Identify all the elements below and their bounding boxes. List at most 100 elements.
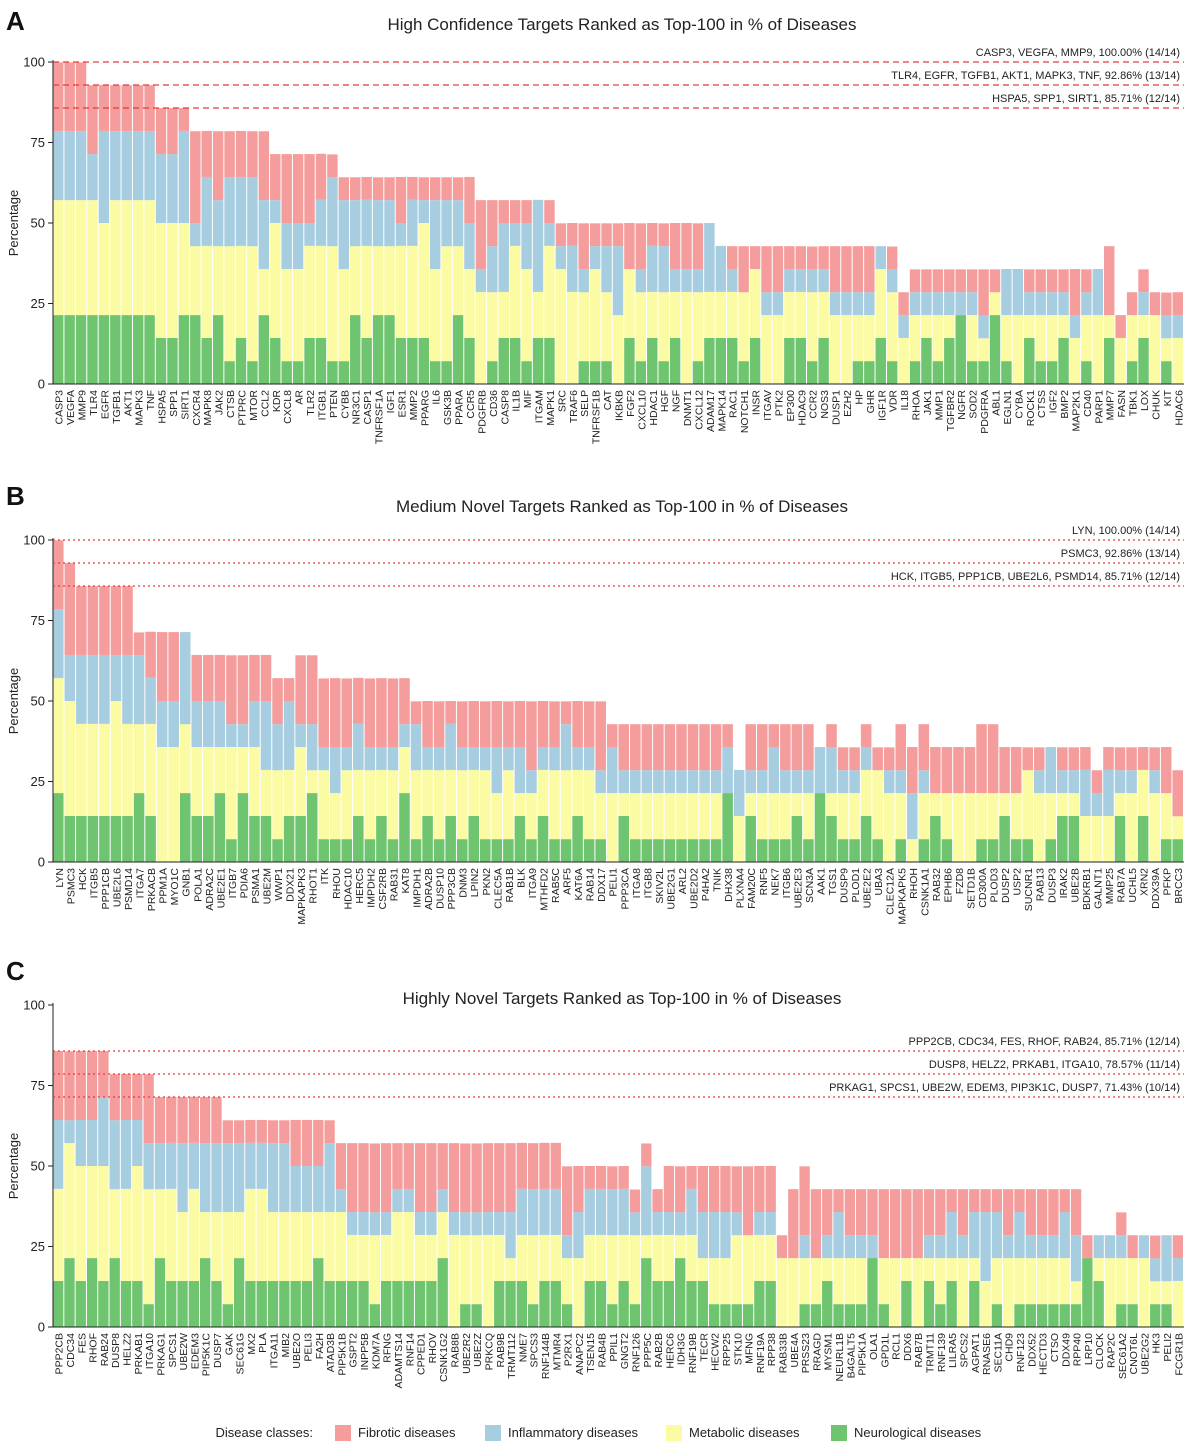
bar-segment: [290, 1119, 301, 1166]
bar-segment: [247, 131, 258, 178]
bar-segment: [1161, 292, 1172, 316]
bar-segment: [498, 291, 509, 338]
x-tick-label: BLK: [515, 868, 527, 888]
bar-segment: [935, 1235, 946, 1259]
bar-segment: [765, 1212, 776, 1235]
legend-label: Fibrotic diseases: [358, 1425, 456, 1440]
bar-segment: [292, 223, 304, 270]
bar-segment: [156, 747, 168, 862]
bar-segment: [53, 678, 64, 794]
bar-segment: [341, 839, 353, 862]
x-tick-label: UCHL5: [1127, 868, 1139, 903]
bar-segment: [935, 1304, 946, 1327]
bar-segment: [235, 176, 247, 246]
bar-segment: [641, 724, 653, 771]
bar-segment: [433, 701, 445, 748]
bar-segment: [573, 1258, 584, 1327]
bar-segment: [245, 1142, 256, 1189]
bar-segment: [87, 85, 98, 155]
x-tick-label: IRAK2: [1058, 868, 1070, 899]
bar-segment: [780, 724, 791, 771]
bar-segment: [788, 1258, 799, 1327]
bar-segment: [788, 1189, 799, 1259]
bar-segment: [281, 223, 292, 270]
bar-segment: [829, 315, 841, 384]
bar-segment: [738, 246, 749, 293]
bar-segment: [1014, 1189, 1025, 1213]
bar-segment: [369, 1235, 380, 1305]
bar-segment: [704, 291, 715, 338]
bar-segment: [749, 269, 761, 338]
bar-segment: [132, 315, 144, 384]
y-axis-label: Percentage: [6, 1133, 21, 1200]
bar-segment: [86, 1119, 98, 1166]
bar-segment: [315, 199, 327, 246]
x-tick-label: CASP8: [499, 390, 511, 425]
bar-segment: [704, 337, 715, 384]
x-tick-label: CLEC12A: [885, 868, 897, 915]
bar-segment: [1138, 337, 1149, 384]
x-tick-label: FZD8: [954, 868, 966, 894]
bar-segment: [132, 1280, 143, 1327]
x-tick-label: RAB9B: [495, 1333, 507, 1367]
bar-segment: [550, 1280, 561, 1327]
bar-segment: [464, 223, 475, 270]
bar-segment: [727, 269, 738, 292]
bar-segment: [720, 1258, 731, 1305]
bar-segment: [335, 1280, 347, 1327]
bar-segment: [1033, 747, 1045, 771]
bar-segment: [595, 839, 606, 862]
bar-segment: [109, 1189, 120, 1259]
x-tick-label: EZH2: [842, 390, 854, 417]
bar-segment: [647, 337, 658, 384]
bar-segment: [329, 678, 341, 748]
bar-segment: [154, 1189, 166, 1259]
bar-segment: [327, 177, 338, 247]
bar-segment: [980, 1212, 991, 1281]
x-tick-label: LOX: [1139, 390, 1151, 411]
bar-segment: [532, 199, 544, 292]
bar-segment: [426, 1212, 437, 1235]
bar-segment: [595, 1188, 607, 1235]
bar-segment: [987, 724, 999, 794]
bar-segment: [526, 839, 537, 862]
bar-segment: [1045, 793, 1057, 840]
bar-segment: [708, 1304, 720, 1327]
bar-segment: [177, 1280, 188, 1327]
bar-segment: [1172, 770, 1183, 817]
bar-segment: [991, 1258, 1003, 1305]
bar-segment: [567, 245, 578, 292]
bar-segment: [776, 1235, 788, 1259]
bar-segment: [731, 1212, 742, 1236]
bar-segment: [270, 200, 281, 223]
x-tick-label: PPP3CA: [619, 868, 631, 909]
bar-segment: [966, 269, 978, 293]
bar-segment: [675, 1166, 686, 1213]
x-tick-label: RAB1B: [504, 868, 516, 902]
bar-segment: [422, 815, 433, 862]
bar-segment: [595, 770, 606, 794]
bar-segment: [179, 632, 191, 725]
bar-segment: [498, 337, 509, 384]
x-tick-label: SIRT1: [179, 390, 191, 420]
bar-segment: [407, 199, 418, 246]
bar-segment: [188, 1142, 200, 1189]
bar-segment: [976, 724, 987, 794]
bar-segment: [601, 361, 612, 384]
bar-segment: [200, 1143, 211, 1213]
bar-segment: [145, 677, 156, 724]
bar-segment: [1035, 292, 1046, 316]
bar-segment: [498, 223, 509, 292]
bar-segment: [784, 291, 795, 338]
bar-segment: [1161, 361, 1172, 384]
bar-segment: [856, 1304, 867, 1327]
bar-segment: [727, 246, 738, 270]
x-tick-label: FCGR1B: [1173, 1333, 1185, 1376]
bar-segment: [745, 815, 756, 862]
bar-segment: [410, 839, 422, 862]
y-tick-label: 75: [31, 135, 45, 150]
bar-segment: [829, 246, 841, 293]
x-tick-label: SPCS3: [529, 1333, 541, 1368]
bar-segment: [1138, 1235, 1150, 1259]
x-tick-label: GSK3B: [442, 390, 454, 425]
